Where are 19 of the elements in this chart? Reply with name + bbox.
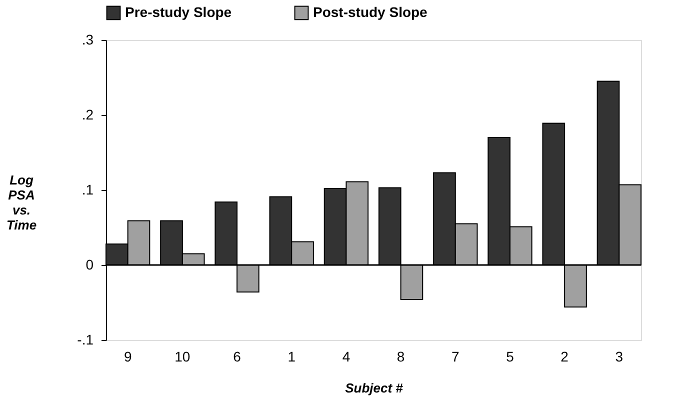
x-tick-label: 1 <box>288 348 296 364</box>
x-tick-label: 3 <box>615 348 624 364</box>
x-tick-label: 5 <box>506 348 514 364</box>
y-tick-label: 0 <box>86 256 94 272</box>
x-tick-label: 6 <box>233 348 242 364</box>
x-tick-label: 4 <box>342 348 350 364</box>
y-tick-label: -.1 <box>77 332 94 348</box>
y-tick-label: .1 <box>82 182 94 198</box>
y-axis-title: Log PSA vs. Time <box>6 172 37 232</box>
x-tick-label: 7 <box>451 348 460 364</box>
x-tick-label: 8 <box>396 348 405 364</box>
x-tick-label: 10 <box>174 348 190 364</box>
x-tick-label: 9 <box>124 348 132 364</box>
legend-label: Post-study Slope <box>313 4 428 20</box>
y-tick-label: .2 <box>82 106 94 122</box>
y-tick-label: .3 <box>82 32 94 48</box>
x-axis-title: Subject # <box>345 380 404 396</box>
legend-label: Pre-study Slope <box>125 4 232 20</box>
x-tick-label: 2 <box>560 348 569 364</box>
